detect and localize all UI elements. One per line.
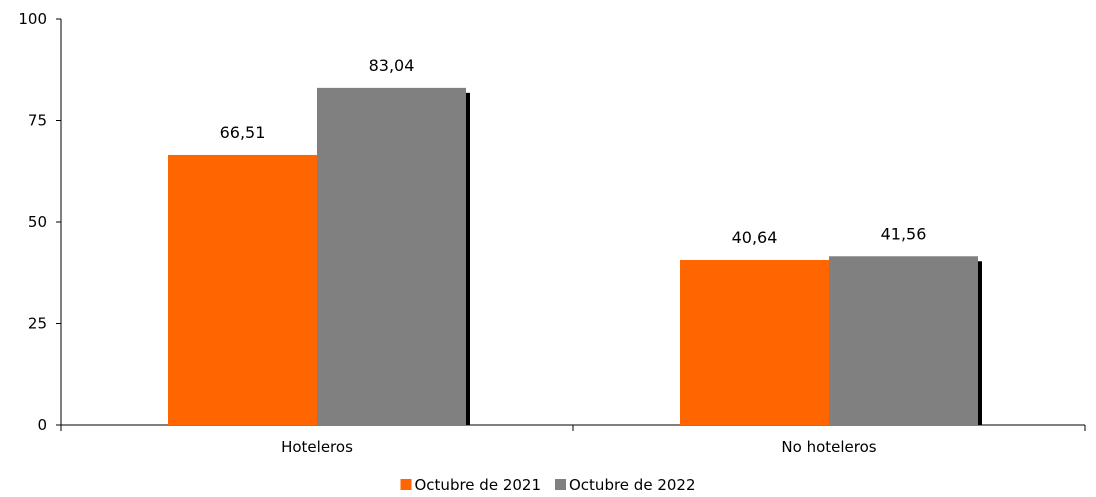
legend-swatch [555,479,566,490]
x-axis: Hoteleros No hoteleros [60,424,1086,456]
legend-swatch [400,479,412,490]
bar-value-label: 41,56 [881,224,927,243]
y-tick-label: 75 [28,112,47,130]
y-tick-label: 0 [37,416,47,434]
bar [829,256,978,425]
bar-value-label: 83,04 [369,56,415,75]
legend: Octubre de 2021 Octubre de 2022 [400,476,696,494]
x-category-label: No hoteleros [781,438,876,456]
data-labels: 66,51 83,04 40,64 41,56 [220,56,927,247]
bar [317,87,466,425]
y-tick-label: 50 [28,213,47,231]
y-axis: 0 25 50 75 100 [18,10,62,434]
bar-value-label: 66,51 [220,123,266,142]
x-category-label: Hoteleros [281,438,353,456]
bar [168,154,317,425]
legend-label: Octubre de 2022 [569,476,696,494]
y-tick-label: 100 [18,10,47,28]
bar [680,260,829,425]
y-tick-label: 25 [28,315,47,333]
bar-value-label: 40,64 [732,228,778,247]
bars [168,87,982,425]
legend-label: Octubre de 2021 [415,476,542,494]
